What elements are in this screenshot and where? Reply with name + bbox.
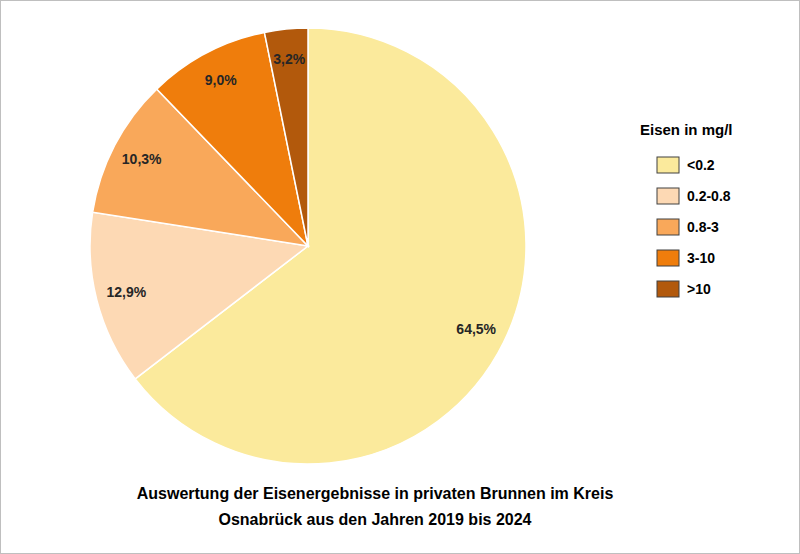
title-line: Auswertung der Eisenergebnisse in privat… — [137, 485, 614, 502]
chart: 64,5% 12,9% 10,3% 9,0% 3,2% Eisen in mg/l <0.2… — [0, 0, 800, 554]
legend-label: 0.8-3 — [687, 219, 719, 235]
data-label: 10,3% — [122, 151, 162, 167]
legend-swatch — [657, 157, 679, 173]
data-labels: 64,5% 12,9% 10,3% 9,0% 3,2% — [106, 51, 496, 336]
legend-item: 3-10 — [657, 250, 715, 266]
legend-swatch — [657, 219, 679, 235]
data-label: 3,2% — [273, 51, 305, 67]
legend-swatch — [657, 250, 679, 266]
legend-item: 0.2-0.8 — [657, 188, 731, 204]
pie — [90, 28, 526, 464]
legend-label: 3-10 — [687, 250, 715, 266]
legend-swatch — [657, 281, 679, 297]
data-label: 9,0% — [205, 72, 237, 88]
title-line: Osnabrück aus den Jahren 2019 bis 2024 — [218, 511, 531, 528]
legend-item: <0.2 — [657, 157, 715, 173]
legend-label: <0.2 — [687, 157, 715, 173]
pie-slice — [157, 32, 308, 246]
legend-item: 0.8-3 — [657, 219, 719, 235]
title: Auswertung der Eisenergebnisse in privat… — [137, 485, 614, 528]
legend-label: 0.2-0.8 — [687, 188, 731, 204]
legend-title: Eisen in mg/l — [640, 121, 733, 138]
frame — [1, 1, 800, 554]
data-label: 64,5% — [456, 321, 496, 337]
pie-slice — [264, 28, 308, 246]
legend-swatch — [657, 188, 679, 204]
legend-label: >10 — [687, 281, 711, 297]
legend: Eisen in mg/l <0.2 0.2-0.8 0.8-3 3-10 >10 — [640, 121, 733, 297]
data-label: 12,9% — [106, 284, 146, 300]
legend-item: >10 — [657, 281, 711, 297]
